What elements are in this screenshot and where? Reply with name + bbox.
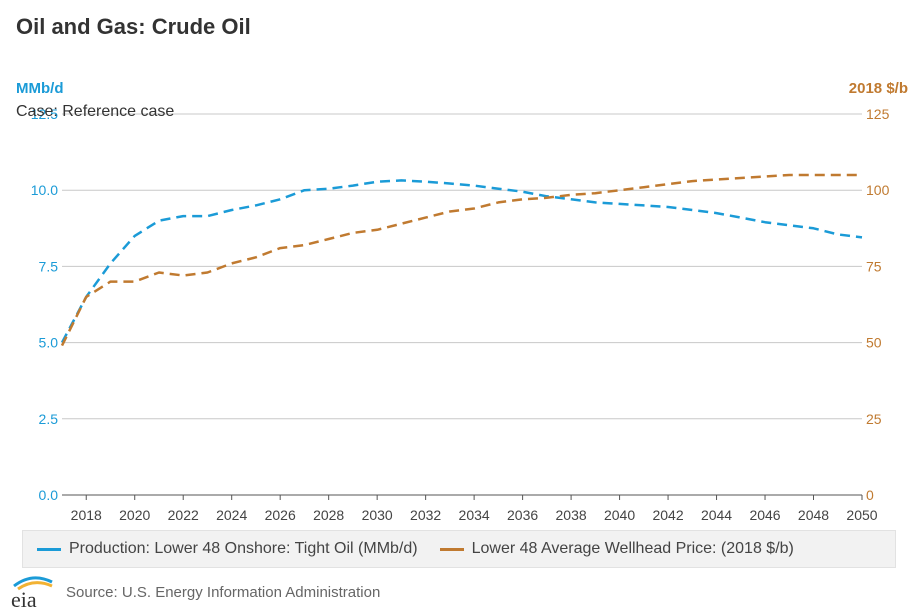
chart-title: Oil and Gas: Crude Oil — [16, 14, 251, 39]
x-axis-tick-label: 2020 — [119, 507, 150, 523]
left-axis-tick-label: 12.5 — [31, 106, 58, 122]
legend-item-production[interactable]: Production: Lower 48 Onshore: Tight Oil … — [37, 540, 418, 558]
x-axis-tick-label: 2048 — [798, 507, 829, 523]
legend-swatch-production — [37, 547, 61, 551]
left-axis-tick-label: 10.0 — [31, 182, 58, 198]
series-line-price — [60, 173, 862, 347]
right-axis-tick-label: 25 — [866, 411, 882, 427]
left-axis-tick-label: 0.0 — [39, 487, 59, 503]
legend: Production: Lower 48 Onshore: Tight Oil … — [22, 530, 896, 568]
x-axis-tick-label: 2024 — [216, 507, 247, 523]
right-axis-unit: 2018 $/b — [848, 80, 908, 97]
x-axis-tick-label: 2028 — [313, 507, 344, 523]
left-axis-tick-label: 7.5 — [39, 258, 59, 274]
right-axis-tick-label: 50 — [866, 335, 882, 351]
legend-label-price: Lower 48 Average Wellhead Price: (2018 $… — [471, 540, 794, 557]
legend-label-production: Production: Lower 48 Onshore: Tight Oil … — [69, 540, 418, 557]
left-axis-tick-label: 5.0 — [39, 335, 59, 351]
eia-logo-icon: eia — [11, 576, 53, 610]
right-axis-tick-label: 125 — [866, 106, 890, 122]
x-axis-tick-label: 2040 — [604, 507, 635, 523]
x-axis-tick-label: 2036 — [507, 507, 538, 523]
x-axis-tick-label: 2030 — [362, 507, 393, 523]
svg-text:eia: eia — [11, 587, 37, 610]
x-axis-tick-label: 2032 — [410, 507, 441, 523]
right-axis-tick-label: 100 — [866, 182, 890, 198]
x-axis-tick-label: 2018 — [71, 507, 102, 523]
x-axis-tick-label: 2044 — [701, 507, 732, 523]
source-note: Source: U.S. Energy Information Administ… — [66, 583, 381, 601]
legend-item-price[interactable]: Lower 48 Average Wellhead Price: (2018 $… — [439, 540, 794, 558]
case-label: Case: Reference case — [16, 103, 175, 120]
x-axis-tick-label: 2022 — [168, 507, 199, 523]
x-axis-tick-label: 2050 — [846, 507, 877, 523]
series-line-production — [60, 179, 863, 344]
x-axis-tick-label: 2034 — [459, 507, 490, 523]
chart-plot: 0.0 2.5 5.0 7.5 10.0 12.5 0 25 50 75 100 125 2018 202… — [31, 106, 890, 523]
footer: eia Source: U.S. Energy Information Admi… — [8, 574, 380, 610]
legend-swatch-price — [439, 547, 464, 551]
x-axis-tick-label: 2042 — [652, 507, 683, 523]
right-axis-tick-label: 75 — [866, 258, 882, 274]
left-axis-unit: MMb/d — [16, 80, 64, 97]
right-axis-tick-label: 0 — [866, 487, 874, 503]
x-axis-tick-label: 2026 — [265, 507, 296, 523]
x-axis-tick-label: 2046 — [749, 507, 780, 523]
x-axis-tick-label: 2038 — [556, 507, 587, 523]
left-axis-tick-label: 2.5 — [39, 411, 59, 427]
